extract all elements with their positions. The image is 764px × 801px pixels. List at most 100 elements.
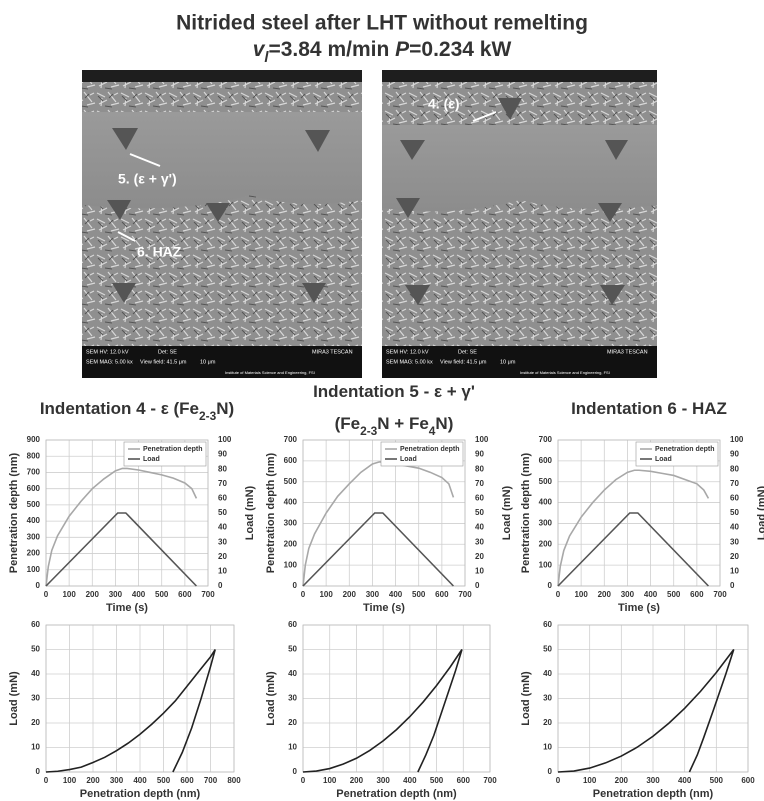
plot-frame <box>45 624 235 773</box>
y2-tick-label: 30 <box>730 537 739 546</box>
x-tick-label: 400 <box>403 776 417 785</box>
chart-title-part: 4 <box>429 424 436 438</box>
y2-tick-label: 0 <box>475 581 480 590</box>
info-text: View field: 41.5 μm <box>440 359 487 365</box>
y-tick-label: 60 <box>543 620 552 629</box>
x-axis-label: Time (s) <box>618 602 660 614</box>
x-tick-label: 200 <box>343 590 357 599</box>
y-tick-label: 300 <box>539 519 553 528</box>
x-tick-label: 100 <box>583 776 597 785</box>
x-tick-label: 200 <box>598 590 612 599</box>
y2-tick-label: 40 <box>218 523 227 532</box>
y-axis-label: Penetration depth (nm) <box>520 452 532 573</box>
chart-title-part: 2-3 <box>199 409 217 423</box>
y2-axis-label: Load (mN) <box>244 485 256 540</box>
x-tick-label: 700 <box>204 776 218 785</box>
x-tick-label: 400 <box>132 590 146 599</box>
y2-tick-label: 90 <box>475 450 484 459</box>
y-tick-label: 200 <box>27 549 41 558</box>
y-tick-label: 30 <box>543 694 552 703</box>
annotation: 5. (ε + γ') <box>118 171 177 187</box>
x-tick-label: 500 <box>155 590 169 599</box>
plot-frame <box>302 439 466 587</box>
info-text: MIRA3 TESCAN <box>607 349 648 355</box>
y-tick-label: 30 <box>31 694 40 703</box>
y-tick-label: 400 <box>284 498 298 507</box>
x-tick-label: 700 <box>483 776 497 785</box>
y2-tick-label: 20 <box>475 552 484 561</box>
y-tick-label: 30 <box>288 694 297 703</box>
y-tick-label: 60 <box>288 620 297 629</box>
x-tick-label: 400 <box>678 776 692 785</box>
y-tick-label: 20 <box>288 718 297 727</box>
info-text: Institute of Materials Science and Engin… <box>520 370 610 375</box>
chart-title: (Fe2-3N + Fe4N) <box>335 414 454 438</box>
x-tick-label: 300 <box>110 776 124 785</box>
y-tick-label: 0 <box>36 581 41 590</box>
x-tick-label: 300 <box>109 590 123 599</box>
y-axis-label: Penetration depth (nm) <box>265 452 277 573</box>
figure-subtitle: vl=3.84 m/min P=0.234 kW <box>253 38 512 66</box>
info-text: SEM MAG: 5.00 kx <box>86 359 133 365</box>
y-tick-label: 500 <box>27 500 41 509</box>
y2-axis-label: Load (mN) <box>756 485 764 540</box>
x-tick-label: 100 <box>574 590 588 599</box>
y-tick-label: 100 <box>539 560 553 569</box>
plot-frame <box>557 624 749 773</box>
info-text: Det: SE <box>158 349 177 355</box>
plot-frame <box>557 439 721 587</box>
x-tick-label: 0 <box>44 776 49 785</box>
y-tick-label: 700 <box>27 468 41 477</box>
y-tick-label: 0 <box>293 767 298 776</box>
y2-tick-label: 90 <box>218 450 227 459</box>
x-axis-label: Penetration depth (nm) <box>336 788 457 800</box>
info-text: SEM HV: 12.0 kV <box>386 349 429 355</box>
y-tick-label: 200 <box>539 539 553 548</box>
y2-tick-label: 30 <box>218 537 227 546</box>
y-axis-label: Load (mN) <box>265 671 277 726</box>
info-text: Institute of Materials Science and Engin… <box>225 370 315 375</box>
y2-tick-label: 50 <box>730 508 739 517</box>
y2-tick-label: 20 <box>730 552 739 561</box>
x-tick-label: 100 <box>63 776 77 785</box>
y2-tick-label: 40 <box>730 523 739 532</box>
sem-image: 4. (ε) SEM HV: 12.0 kV Det: SE SEM MAG: … <box>382 70 657 378</box>
y2-tick-label: 100 <box>730 435 744 444</box>
x-axis-label: Penetration depth (nm) <box>593 788 714 800</box>
y-tick-label: 400 <box>27 516 41 525</box>
y-tick-label: 200 <box>284 539 298 548</box>
y-tick-label: 10 <box>543 743 552 752</box>
y2-tick-label: 0 <box>730 581 735 590</box>
x-tick-label: 700 <box>458 590 472 599</box>
info-text: Det: SE <box>458 349 477 355</box>
chart-title-part: N) <box>216 399 234 418</box>
y2-tick-label: 10 <box>218 567 227 576</box>
x-tick-label: 300 <box>621 590 635 599</box>
x-tick-label: 200 <box>86 590 100 599</box>
x-tick-label: 600 <box>457 776 471 785</box>
x-tick-label: 300 <box>646 776 660 785</box>
legend-label: Penetration depth <box>143 446 203 453</box>
y2-tick-label: 80 <box>730 464 739 473</box>
chart-title-part: N) <box>435 414 453 433</box>
legend-label: Penetration depth <box>400 446 460 453</box>
y-tick-label: 20 <box>31 718 40 727</box>
y2-tick-label: 50 <box>475 508 484 517</box>
y-tick-label: 700 <box>284 435 298 444</box>
plot-frame <box>45 439 209 587</box>
y-tick-label: 100 <box>27 565 41 574</box>
legend-box <box>123 441 207 467</box>
y-tick-label: 10 <box>31 743 40 752</box>
y-axis-label: Load (mN) <box>520 671 532 726</box>
y2-tick-label: 20 <box>218 552 227 561</box>
x-tick-label: 300 <box>366 590 380 599</box>
y-tick-label: 0 <box>548 581 553 590</box>
y-tick-label: 40 <box>543 669 552 678</box>
info-text: SEM MAG: 5.00 kx <box>386 359 433 365</box>
